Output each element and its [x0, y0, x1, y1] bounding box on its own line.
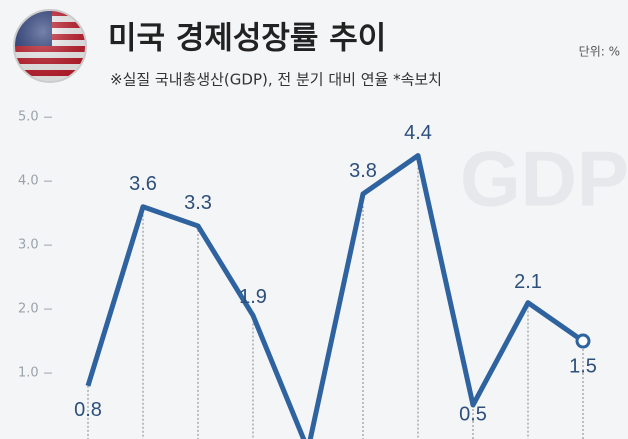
y-tick-label: 4.0	[18, 174, 39, 189]
chart-title: 미국 경제성장률 추이	[108, 21, 386, 57]
y-tick-label: 5.0	[18, 110, 39, 125]
data-label: 3.8	[349, 160, 377, 182]
data-label: 1.5	[569, 355, 597, 377]
y-tick-label: 3.0	[18, 238, 39, 253]
data-label: 3.3	[184, 192, 212, 214]
line-series	[85, 153, 585, 439]
data-label: 0.8	[74, 399, 102, 421]
data-label: 2.1	[514, 271, 542, 293]
watermark: GDP	[460, 135, 628, 223]
end-marker	[575, 333, 591, 349]
data-label: 4.4	[404, 122, 432, 144]
y-tick-label: 1.0	[18, 366, 39, 381]
y-tick-label: 2.0	[18, 302, 39, 317]
chart-subtitle: ※실질 국내총생산(GDP), 전 분기 대비 연율 *속보치	[110, 71, 442, 89]
unit-label: 단위: %	[579, 45, 620, 59]
data-label: 3.6	[129, 173, 157, 195]
data-label: 0.5	[459, 403, 487, 425]
data-label: 1.9	[239, 286, 267, 308]
flag-border	[13, 9, 87, 83]
